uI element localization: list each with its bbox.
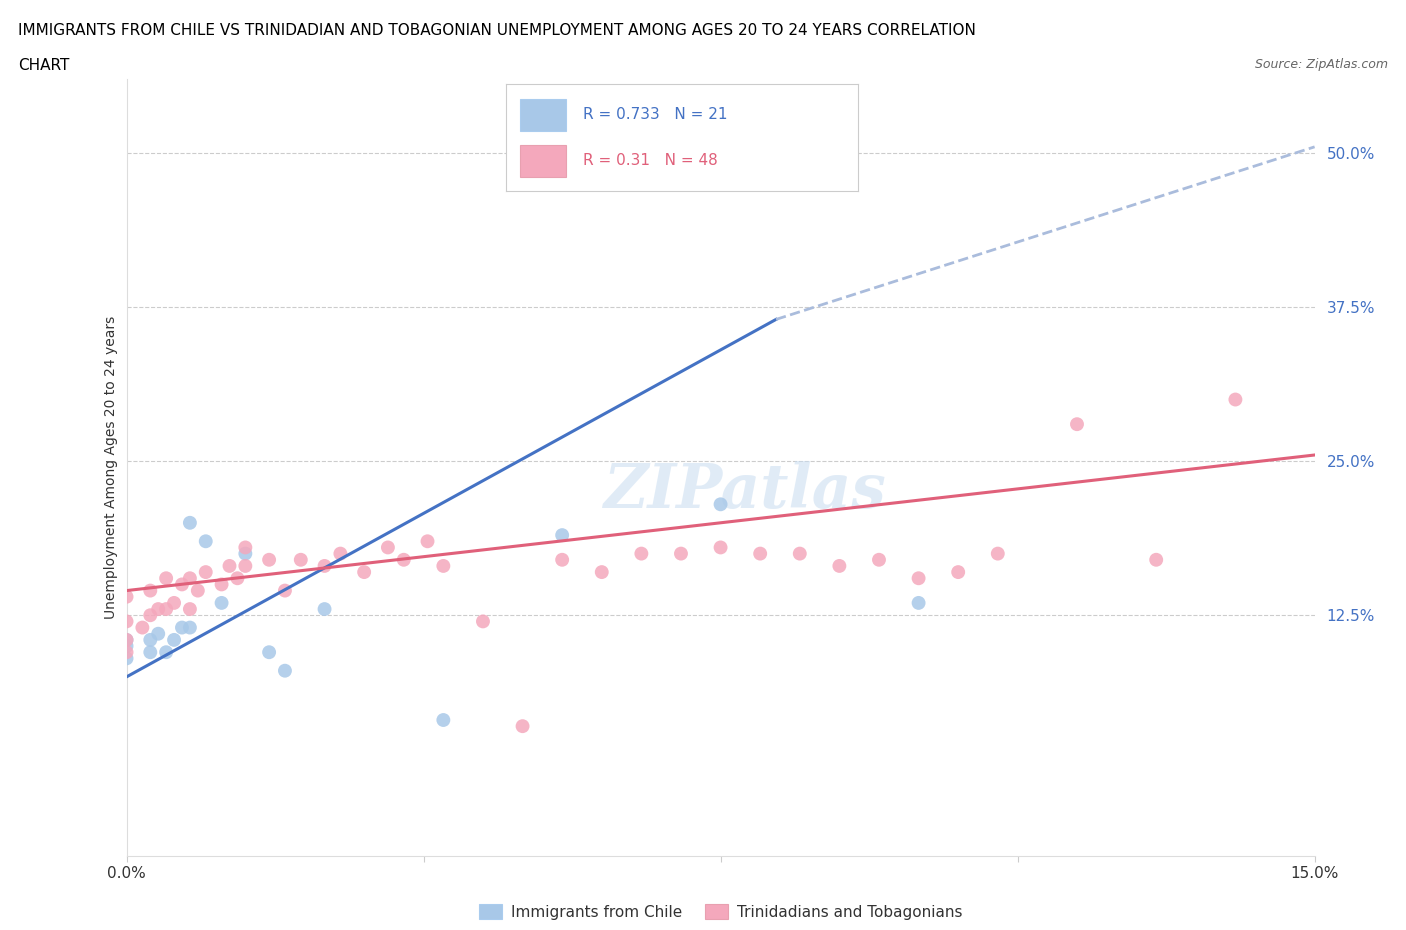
Point xyxy=(139,644,162,659)
Point xyxy=(1225,392,1247,407)
Point xyxy=(179,515,201,530)
Point xyxy=(139,583,162,598)
Point xyxy=(551,552,574,567)
Point xyxy=(329,546,352,561)
Point xyxy=(187,583,209,598)
Point xyxy=(211,577,233,591)
Point xyxy=(709,540,731,555)
Point xyxy=(233,559,256,574)
Point xyxy=(274,583,297,598)
Point xyxy=(148,626,170,641)
Point xyxy=(131,620,153,635)
Point xyxy=(115,632,138,647)
Point xyxy=(179,571,201,586)
Legend: Immigrants from Chile, Trinidadians and Tobagonians: Immigrants from Chile, Trinidadians and … xyxy=(472,897,969,925)
Point xyxy=(155,571,177,586)
Point xyxy=(257,644,280,659)
Point xyxy=(1066,417,1088,432)
Point xyxy=(749,546,772,561)
Point xyxy=(233,540,256,555)
Point xyxy=(139,632,162,647)
Point xyxy=(257,552,280,567)
Point xyxy=(416,534,439,549)
Text: ZIPatlas: ZIPatlas xyxy=(603,460,886,521)
Point xyxy=(314,559,336,574)
Point xyxy=(170,620,193,635)
Point xyxy=(591,565,613,579)
Point xyxy=(179,602,201,617)
Point xyxy=(789,546,811,561)
Point xyxy=(115,632,138,647)
Point xyxy=(432,559,454,574)
Point xyxy=(907,571,929,586)
Point xyxy=(868,552,890,567)
Point xyxy=(233,546,256,561)
Point xyxy=(314,602,336,617)
FancyBboxPatch shape xyxy=(520,99,565,131)
Point xyxy=(709,497,731,512)
Text: R = 0.31   N = 48: R = 0.31 N = 48 xyxy=(583,153,718,167)
Point xyxy=(669,546,692,561)
Point xyxy=(163,632,186,647)
Point xyxy=(115,590,138,604)
Point xyxy=(115,651,138,666)
Point xyxy=(828,559,851,574)
Point xyxy=(1144,552,1167,567)
Point xyxy=(274,663,297,678)
Text: R = 0.733   N = 21: R = 0.733 N = 21 xyxy=(583,107,728,122)
Point xyxy=(194,565,217,579)
Text: Source: ZipAtlas.com: Source: ZipAtlas.com xyxy=(1254,58,1388,71)
Point xyxy=(290,552,312,567)
Text: IMMIGRANTS FROM CHILE VS TRINIDADIAN AND TOBAGONIAN UNEMPLOYMENT AMONG AGES 20 T: IMMIGRANTS FROM CHILE VS TRINIDADIAN AND… xyxy=(18,23,976,38)
Point xyxy=(512,719,534,734)
Point xyxy=(179,620,201,635)
Point xyxy=(155,602,177,617)
Point xyxy=(170,577,193,591)
Point xyxy=(392,552,415,567)
FancyBboxPatch shape xyxy=(520,145,565,177)
Point xyxy=(163,595,186,610)
Point xyxy=(472,614,495,629)
Point xyxy=(211,595,233,610)
Point xyxy=(139,608,162,623)
Point xyxy=(226,571,249,586)
Point xyxy=(377,540,399,555)
Point xyxy=(353,565,375,579)
Point xyxy=(551,527,574,542)
Point xyxy=(155,644,177,659)
Point xyxy=(115,614,138,629)
Point xyxy=(148,602,170,617)
Point xyxy=(907,595,929,610)
Point xyxy=(115,639,138,654)
Point xyxy=(194,534,217,549)
Y-axis label: Unemployment Among Ages 20 to 24 years: Unemployment Among Ages 20 to 24 years xyxy=(104,315,118,619)
Text: CHART: CHART xyxy=(18,58,70,73)
Point xyxy=(987,546,1010,561)
Point xyxy=(115,644,138,659)
Point xyxy=(630,546,652,561)
Point xyxy=(218,559,240,574)
Point xyxy=(432,712,454,727)
Point xyxy=(946,565,969,579)
